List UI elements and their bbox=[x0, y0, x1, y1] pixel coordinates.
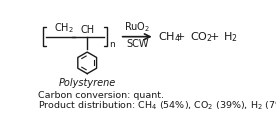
Text: CH$_4$: CH$_4$ bbox=[158, 30, 181, 44]
Text: CO$_2$: CO$_2$ bbox=[190, 30, 213, 44]
Text: Product distribution: CH$_4$ (54%), CO$_2$ (39%), H$_2$ (7%): Product distribution: CH$_4$ (54%), CO$_… bbox=[38, 100, 276, 112]
Text: n: n bbox=[109, 40, 115, 49]
Text: +: + bbox=[176, 32, 185, 42]
Text: Polystyrene: Polystyrene bbox=[59, 78, 116, 88]
Text: +: + bbox=[209, 32, 219, 42]
Text: SCW: SCW bbox=[126, 39, 148, 49]
Text: H$_2$: H$_2$ bbox=[223, 30, 237, 44]
Text: Carbon conversion: quant.: Carbon conversion: quant. bbox=[38, 91, 164, 100]
Text: CH: CH bbox=[80, 25, 94, 35]
Text: CH$_2$: CH$_2$ bbox=[54, 21, 74, 35]
Text: RuO$_2$: RuO$_2$ bbox=[124, 21, 150, 34]
